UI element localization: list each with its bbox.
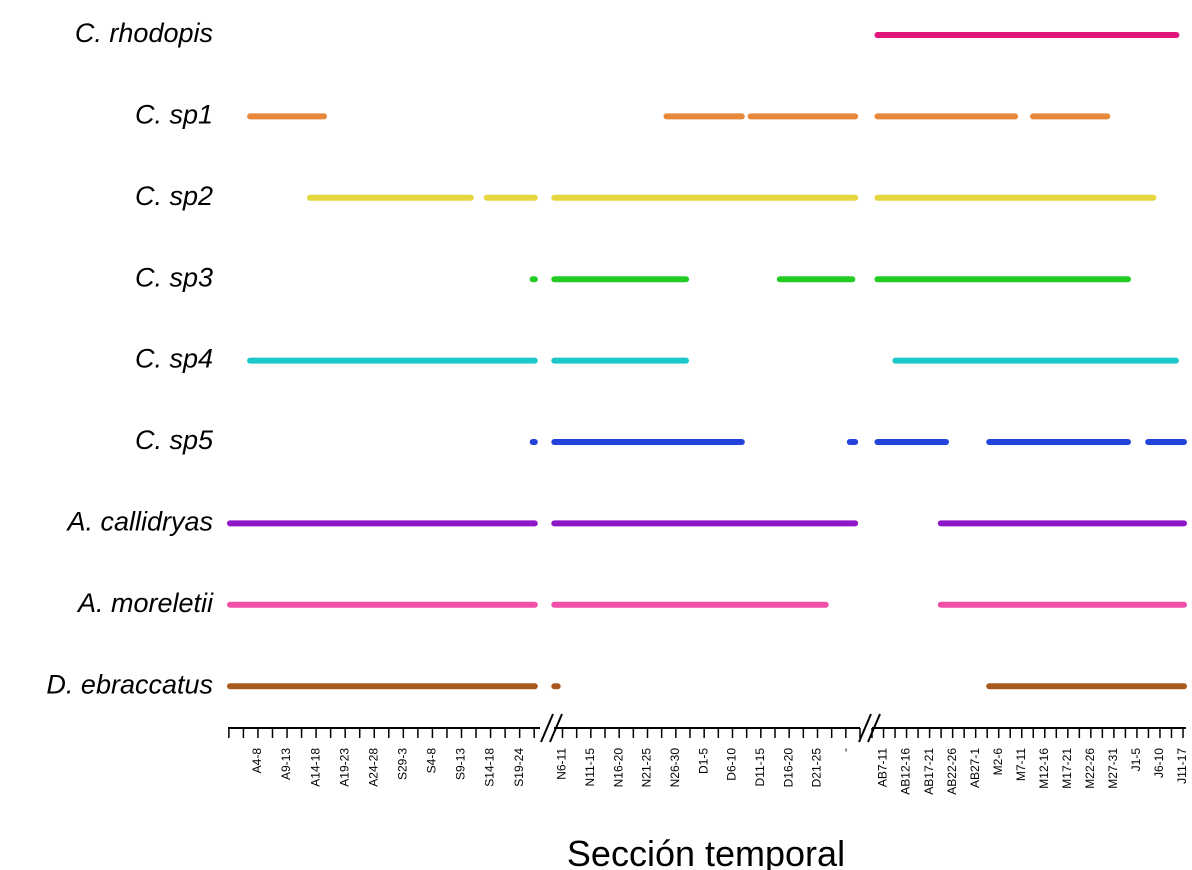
x-tick-label: N16-20 — [611, 748, 625, 788]
x-tick-label: M22-26 — [1083, 748, 1097, 789]
x-tick-label: N26-30 — [668, 748, 682, 788]
axis-break — [549, 713, 563, 743]
x-tick-label: J11-17 — [1175, 748, 1189, 784]
series-name: C. sp4 — [135, 344, 213, 374]
x-tick-label: AB17-21 — [922, 748, 936, 795]
x-tick-label: A4-8 — [250, 748, 264, 774]
x-tick-label: AB7-11 — [876, 748, 890, 787]
series-name: C. sp5 — [135, 425, 214, 455]
x-tick-label: D11-15 — [753, 748, 767, 787]
x-tick-label: M17-21 — [1060, 748, 1074, 789]
x-tick-label: D1-5 — [696, 748, 710, 774]
x-axis-title: Sección temporal — [567, 833, 845, 870]
x-tick-label: S9-13 — [454, 748, 468, 780]
x-tick-label: S4-8 — [425, 748, 439, 774]
x-tick-label: M12-16 — [1037, 748, 1051, 789]
x-tick-label: M2-6 — [991, 748, 1005, 776]
x-tick-label: AB22-26 — [945, 748, 959, 795]
x-tick-label: N11-15 — [583, 748, 597, 787]
x-tick-label: M27-31 — [1106, 748, 1120, 789]
x-tick-label: J1-5 — [1129, 748, 1143, 772]
x-tick-label: S14-18 — [483, 748, 497, 787]
x-tick-label: D21-25 — [810, 748, 824, 788]
axis-break — [867, 713, 881, 743]
x-tick-label: J6-10 — [1152, 748, 1166, 778]
x-tick-label: D6-10 — [725, 748, 739, 781]
x-tick-label: S19-24 — [512, 748, 526, 787]
x-tick-label: AB27-1 — [968, 748, 982, 788]
axis-break — [858, 713, 872, 743]
x-tick-label: N6-11 — [555, 748, 569, 780]
series-name: C. sp3 — [135, 262, 213, 292]
series-name: A. moreletii — [76, 588, 214, 618]
x-tick-label: A24-28 — [366, 748, 380, 787]
x-tick-label: A19-23 — [337, 748, 351, 787]
series-name: D. ebraccatus — [46, 669, 213, 699]
series-name: C. sp1 — [135, 100, 213, 130]
x-tick-label: S29-3 — [396, 748, 410, 780]
series-name: A. callidryas — [65, 507, 213, 537]
x-tick-label: D16-20 — [781, 748, 795, 788]
x-tick-label: A14-18 — [308, 748, 322, 787]
x-tick-label: A9-13 — [279, 748, 293, 780]
x-tick-label: N21-25 — [640, 748, 654, 788]
x-tick-label: M7-11 — [1014, 748, 1028, 781]
x-tick-label: AB12-16 — [899, 748, 913, 795]
x-tick-label: - — [838, 748, 852, 752]
series-name: C. sp2 — [135, 181, 213, 211]
axis-break — [540, 713, 554, 743]
series-name: C. rhodopis — [75, 18, 213, 48]
